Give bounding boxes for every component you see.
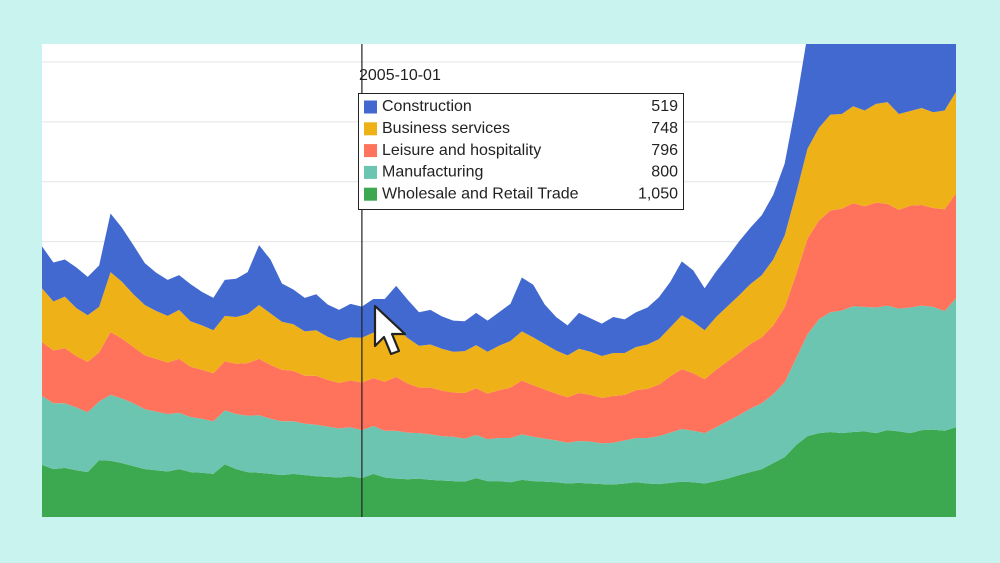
legend-swatch	[364, 187, 377, 201]
tooltip-box	[358, 93, 684, 210]
legend-swatch	[364, 122, 377, 136]
area	[42, 427, 956, 517]
tooltip-rows: Construction 519 Business services 748 Leisu…	[364, 98, 678, 202]
areas	[42, 44, 956, 517]
tooltip-value: 1,050	[638, 185, 678, 202]
legend-label: Construction	[382, 98, 472, 115]
legend-label: Manufacturing	[382, 164, 483, 181]
tooltip-title: 2005-10-01	[359, 67, 441, 84]
legend-label: Leisure and hospitality	[382, 142, 541, 159]
tooltip: 2005-10-01 Construction 519 Business servi…	[358, 44, 684, 517]
tooltip-value: 796	[651, 142, 678, 159]
legend-swatch	[364, 100, 377, 114]
area	[42, 44, 956, 356]
legend-label: Wholesale and Retail Trade	[382, 185, 579, 202]
legend-swatch	[364, 144, 377, 158]
mouse-cursor	[373, 304, 407, 356]
legend-label: Business services	[382, 120, 510, 137]
area	[42, 298, 956, 485]
tooltip-value: 748	[651, 120, 678, 137]
legend-swatch	[364, 165, 377, 179]
tooltip-value: 519	[651, 98, 678, 115]
area	[42, 91, 956, 398]
area	[42, 193, 956, 444]
tooltip-value: 800	[651, 164, 678, 181]
